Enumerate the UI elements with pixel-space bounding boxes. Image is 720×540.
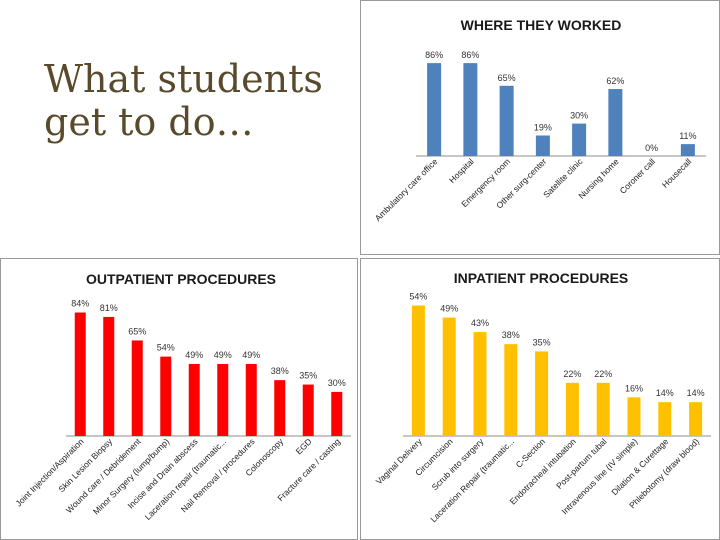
bar-value-label: 43%: [471, 318, 489, 328]
category-label: Vaginal Delivery: [374, 436, 425, 487]
bar: [680, 144, 695, 156]
bar: [463, 63, 478, 157]
bar-value-label: 49%: [242, 350, 260, 360]
bar: [608, 89, 623, 156]
inpatient-procedures-chart: INPATIENT PROCEDURES 54% Vaginal Delivery…: [374, 270, 711, 524]
bar-value-label: 30%: [328, 378, 346, 388]
bar: [627, 397, 641, 436]
category-label: EGD: [294, 436, 314, 456]
bar-value-label: 35%: [299, 371, 317, 381]
bar-value-label: 22%: [594, 369, 612, 379]
bar: [160, 356, 172, 436]
bar-value-label: 38%: [271, 366, 289, 376]
bar-value-label: 84%: [71, 299, 89, 309]
bar: [245, 363, 257, 436]
where-they-worked-panel: WHERE THEY WORKED 86% Ambulatory care off…: [360, 0, 720, 255]
chart-title: INPATIENT PROCEDURES: [454, 270, 629, 286]
bar: [188, 363, 200, 436]
category-label: Coroner call: [618, 156, 658, 196]
bar: [217, 363, 229, 436]
bar-value-label: 16%: [625, 383, 643, 393]
bar-value-label: 14%: [656, 388, 674, 398]
outpatient-procedures-chart: OUTPATIENT PROCEDURES 84%Joint Injection…: [13, 271, 351, 522]
bar: [504, 344, 518, 436]
bar-value-label: 19%: [534, 122, 552, 132]
category-label: Scrub into surgery: [430, 436, 486, 492]
bar: [131, 340, 143, 436]
bar: [535, 351, 549, 436]
category-label: Hospital: [447, 156, 476, 185]
bar: [535, 135, 550, 156]
outpatient-procedures-panel: OUTPATIENT PROCEDURES 84% Joint Injection…: [0, 258, 358, 540]
bar: [103, 316, 115, 436]
slide-title: What students get to do…: [44, 57, 323, 144]
bar-value-label: 0%: [645, 143, 658, 153]
category-label: Dilation & Curettage: [609, 436, 670, 497]
bar-value-label: 11%: [679, 131, 696, 141]
bar: [274, 380, 286, 436]
bar: [596, 382, 610, 436]
bar-value-label: 30%: [570, 111, 588, 121]
bar-value-label: 14%: [687, 388, 705, 398]
bar: [565, 382, 579, 436]
bar-value-label: 22%: [563, 369, 581, 379]
bar: [302, 384, 314, 436]
bar: [331, 391, 343, 436]
category-label: Housecall: [660, 156, 694, 190]
chart-title: WHERE THEY WORKED: [461, 17, 622, 33]
category-label: Ambulatory care office: [373, 156, 440, 223]
bar: [473, 332, 487, 436]
bar: [427, 63, 442, 157]
inpatient-procedures-panel: INPATIENT PROCEDURES 54% Vaginal Delivery…: [360, 258, 720, 540]
bar: [658, 402, 672, 436]
bar: [442, 317, 456, 436]
bar-value-label: 49%: [440, 304, 458, 314]
bar-value-label: 54%: [157, 343, 175, 353]
bar-value-label: 86%: [461, 50, 479, 60]
chart-title: OUTPATIENT PROCEDURES: [86, 271, 276, 287]
where-they-worked-chart: WHERE THEY WORKED 86% Ambulatory care off…: [373, 17, 706, 223]
bar: [411, 305, 425, 436]
bar: [572, 123, 587, 156]
bar-value-label: 65%: [128, 326, 146, 336]
bar-value-label: 62%: [606, 76, 624, 86]
bar-value-label: 35%: [533, 337, 551, 347]
bar-value-label: 54%: [409, 292, 427, 302]
bar: [74, 312, 86, 436]
bar-value-label: 81%: [100, 303, 118, 313]
bar-value-label: 49%: [214, 350, 232, 360]
bar: [689, 402, 703, 436]
bar-value-label: 38%: [502, 330, 520, 340]
bar-value-label: 86%: [425, 50, 443, 60]
bar-value-label: 65%: [498, 73, 516, 83]
bar: [499, 85, 514, 156]
bar-value-label: 49%: [185, 350, 203, 360]
